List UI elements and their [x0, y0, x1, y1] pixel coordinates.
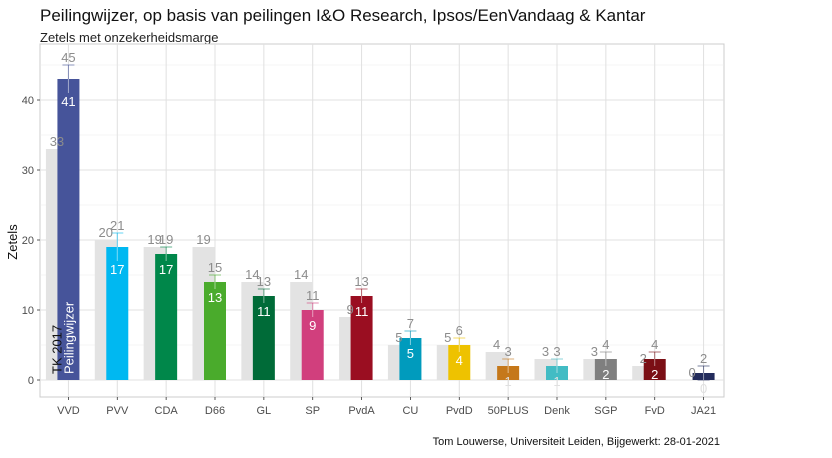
bar-peilingwijzer-gl [252, 296, 275, 380]
bar-peilingwijzer-pvdd [448, 345, 471, 380]
chart-subtitle: Zetels met onzekerheidsmarge [40, 30, 219, 45]
bar-peilingwijzer-pvv [106, 247, 129, 380]
bar-peilingwijzer-cda [155, 254, 178, 380]
y-tick-label: 40 [22, 95, 34, 107]
label-lower-vvd: 41 [61, 94, 75, 109]
label-tk2017-cda: 19 [147, 232, 161, 247]
label-tk2017-50plus: 4 [493, 337, 500, 352]
x-tick-label-cda: CDA [155, 405, 179, 417]
label-upper-50plus: 3 [505, 344, 512, 359]
label-lower-pvda: 11 [355, 304, 369, 319]
label-tk2017-gl: 14 [245, 267, 259, 282]
x-tick-label-gl: GL [257, 405, 272, 417]
bar-peilingwijzer-vvd [57, 79, 80, 380]
chart-title: Peilingwijzer, op basis van peilingen I&… [40, 6, 646, 25]
x-tick-label-sgp: SGP [594, 405, 617, 417]
x-tick-label-ja21: JA21 [691, 405, 716, 417]
label-upper-denk: 3 [553, 344, 560, 359]
grid-lines [39, 43, 725, 398]
label-tk2017-denk: 3 [542, 344, 549, 359]
series-label-peilingwijzer: Peilingwijzer [61, 301, 76, 374]
label-lower-pvv: 17 [110, 262, 124, 277]
x-tick-label-sp: SP [305, 405, 320, 417]
label-upper-d66: 15 [208, 260, 222, 275]
y-tick-label: 20 [22, 235, 34, 247]
error-bars [62, 64, 710, 381]
y-axis-title: Zetels [5, 224, 20, 260]
bar-peilingwijzer-pvda [350, 296, 373, 380]
label-tk2017-sp: 14 [294, 267, 308, 282]
x-tick-label-fvd: FvD [645, 405, 665, 417]
label-lower-cda: 17 [159, 262, 173, 277]
bars [45, 79, 715, 380]
y-tick-label: 10 [22, 305, 34, 317]
label-lower-sp: 9 [309, 318, 316, 333]
label-tk2017-ja21: 0 [688, 365, 695, 380]
label-upper-sp: 11 [306, 288, 320, 303]
bar-peilingwijzer-d66 [204, 282, 226, 380]
label-upper-gl: 13 [257, 274, 271, 289]
bar-peilingwijzer-sp [301, 310, 324, 380]
x-tick-label-pvv: PVV [106, 405, 129, 417]
label-lower-cu: 5 [407, 346, 414, 361]
label-tk2017-pvv: 20 [99, 225, 113, 240]
label-tk2017-pvda: 9 [346, 302, 353, 317]
x-tick-label-cu: CU [402, 405, 418, 417]
label-upper-ja21: 2 [700, 351, 707, 366]
label-lower-ja21: 0 [700, 381, 707, 396]
label-upper-pvda: 13 [354, 274, 368, 289]
y-tick-label: 30 [22, 165, 34, 177]
label-tk2017-fvd: 2 [640, 351, 647, 366]
label-lower-d66: 13 [208, 290, 222, 305]
series-label-tk2017: TK 2017 [49, 325, 64, 374]
x-tick-label-50plus: 50PLUS [488, 405, 529, 417]
label-lower-pvdd: 4 [456, 353, 463, 368]
label-upper-cu: 7 [407, 316, 414, 331]
label-upper-vvd: 45 [61, 50, 75, 65]
value-labels: 3345412021171919171915131413111411991311… [49, 50, 707, 396]
label-lower-50plus: 1 [505, 374, 512, 389]
x-tick-label-denk: Denk [544, 405, 570, 417]
plot-panel [39, 43, 725, 398]
label-tk2017-d66: 19 [196, 232, 210, 247]
label-upper-pvv: 21 [110, 218, 124, 233]
label-upper-fvd: 4 [651, 337, 658, 352]
label-tk2017-cu: 5 [395, 330, 402, 345]
y-tick-label: 0 [28, 375, 34, 387]
x-tick-label-d66: D66 [205, 405, 225, 417]
label-upper-sgp: 4 [602, 337, 609, 352]
x-tick-label-pvdd: PvdD [446, 405, 473, 417]
label-tk2017-vvd: 33 [50, 134, 64, 149]
label-tk2017-pvdd: 5 [444, 330, 451, 345]
label-lower-sgp: 2 [602, 367, 609, 382]
label-lower-denk: 1 [553, 374, 560, 389]
chart-caption: Tom Louwerse, Universiteit Leiden, Bijge… [432, 436, 720, 448]
bar-peilingwijzer-fvd [643, 359, 666, 380]
bar-peilingwijzer-cu [399, 338, 422, 380]
label-lower-gl: 11 [257, 304, 271, 319]
label-tk2017-sgp: 3 [591, 344, 598, 359]
label-upper-pvdd: 6 [456, 323, 463, 338]
x-tick-label-pvda: PvdA [348, 405, 375, 417]
x-tick-label-vvd: VVD [57, 405, 80, 417]
label-upper-cda: 19 [159, 232, 173, 247]
bar-peilingwijzer-sgp [594, 359, 617, 380]
label-lower-fvd: 2 [651, 367, 658, 382]
